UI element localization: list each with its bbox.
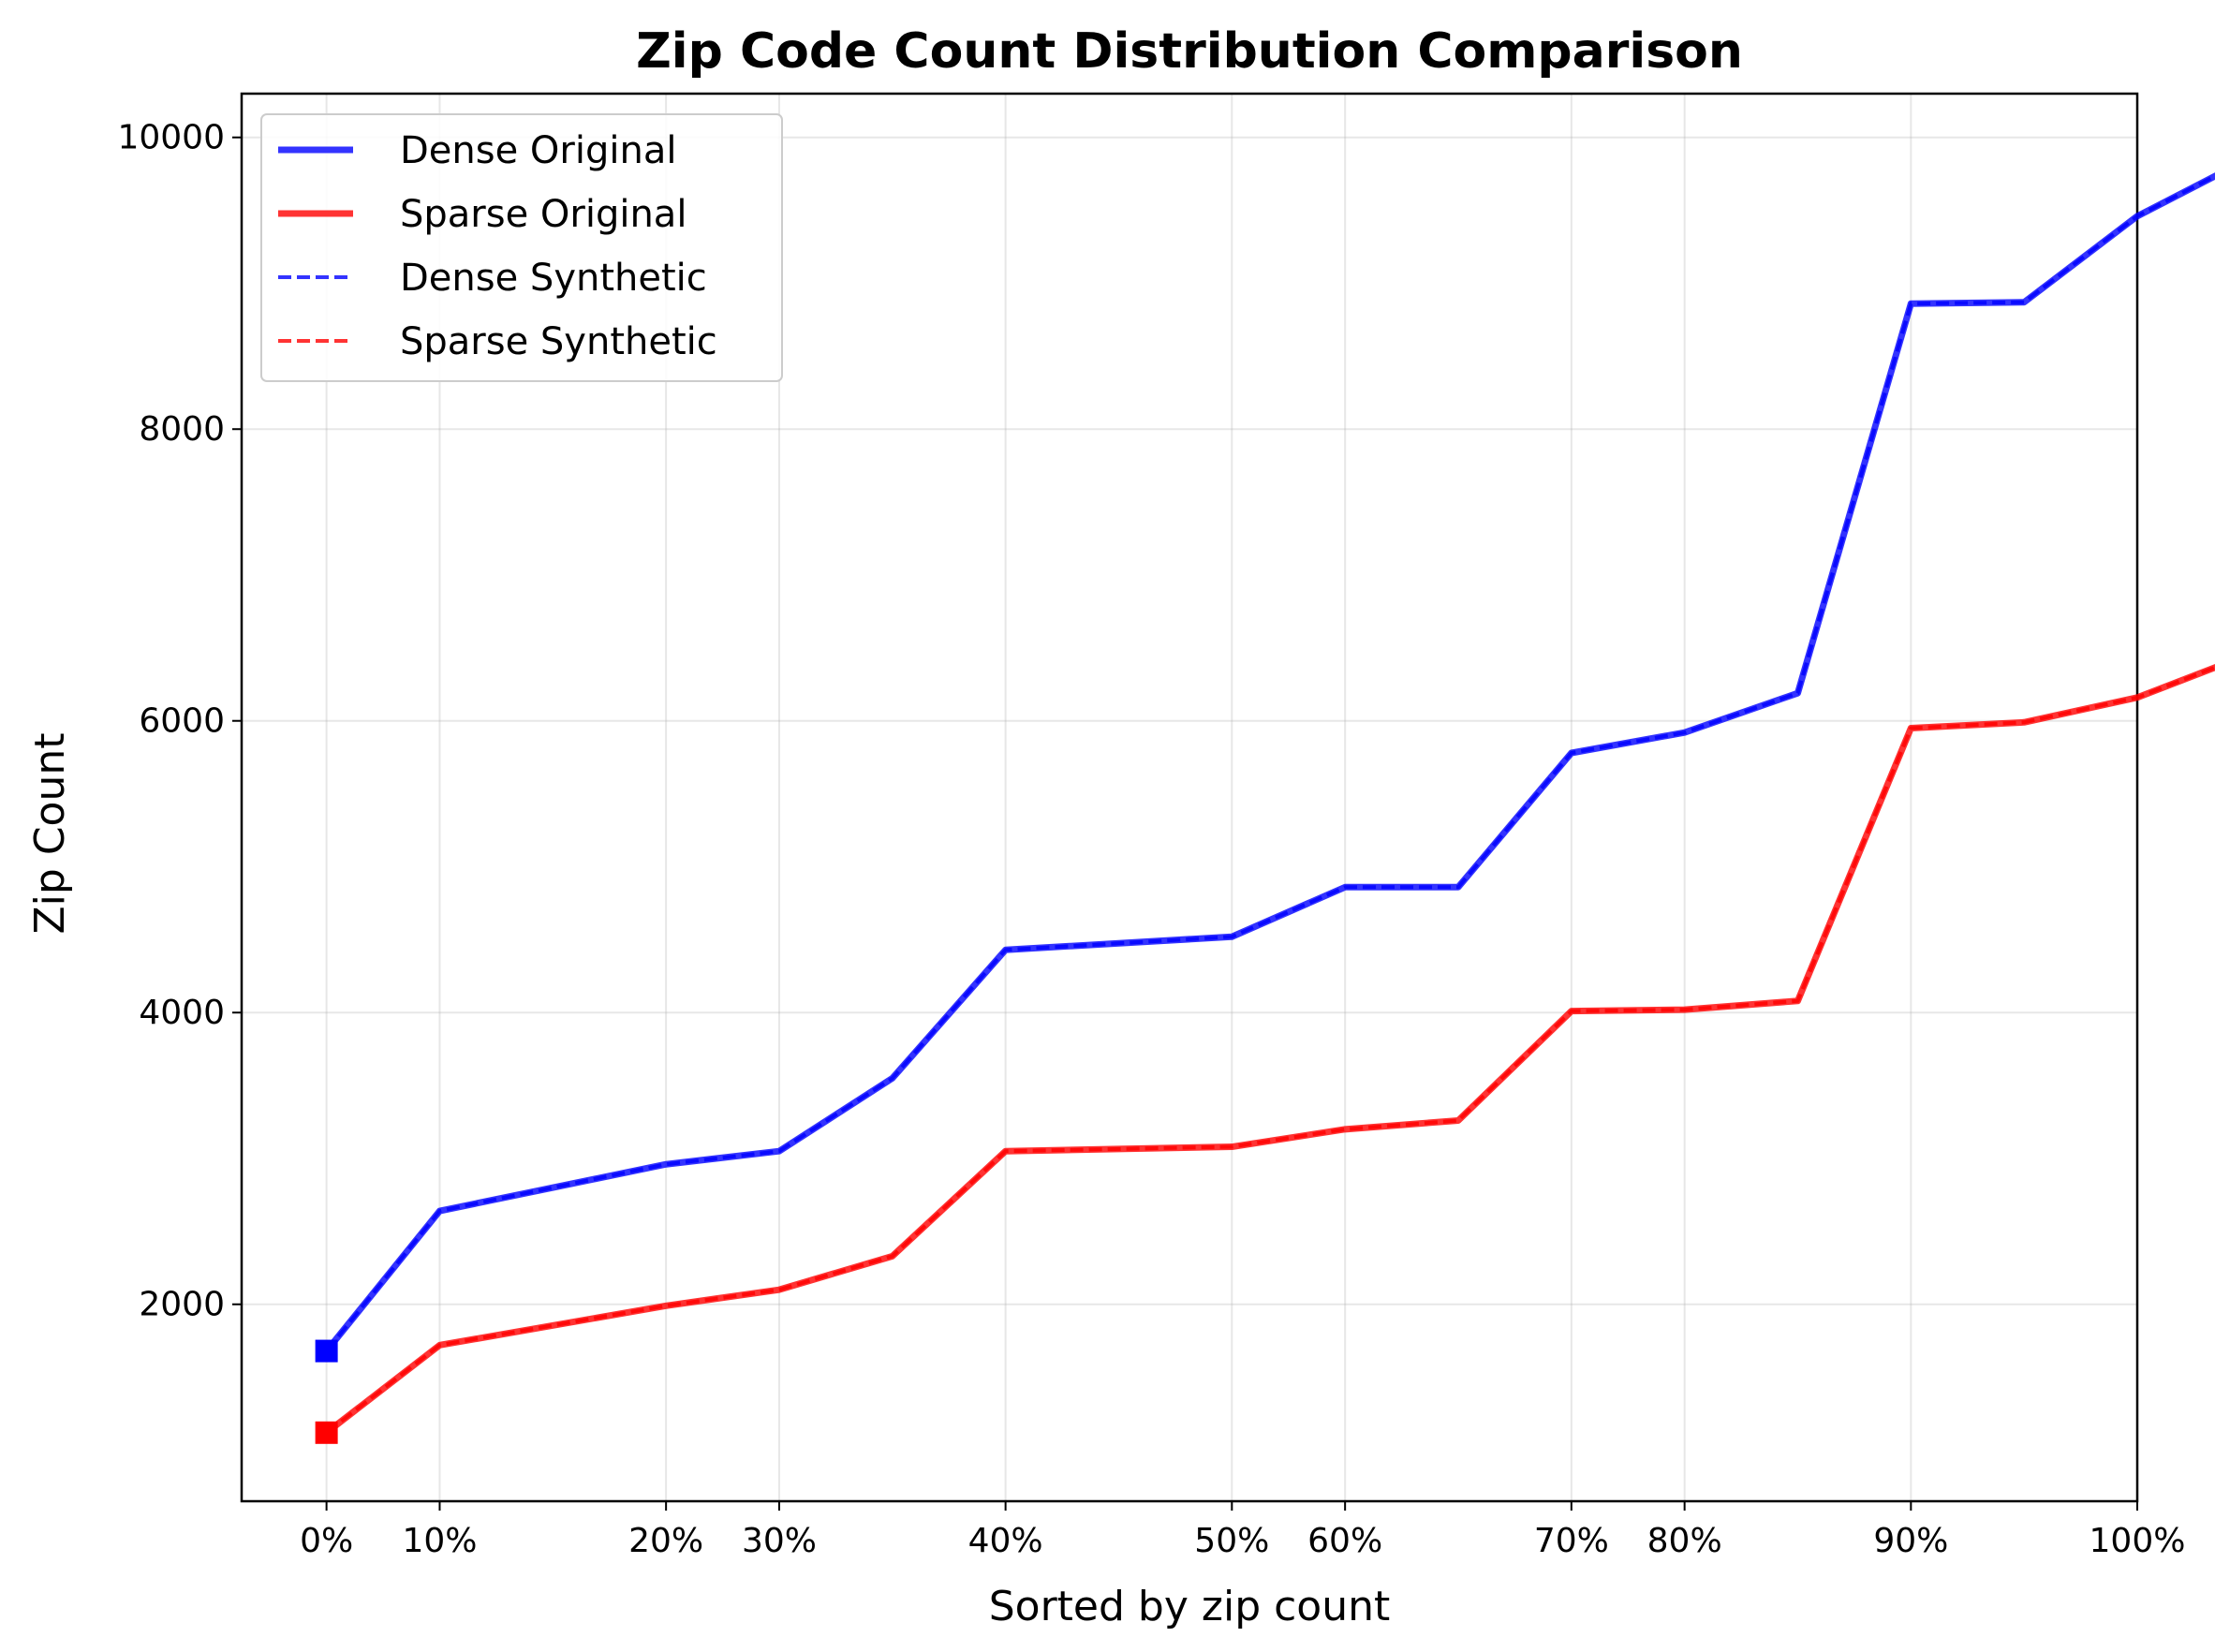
- x-tick-label: 100%: [2089, 1522, 2186, 1560]
- x-tick-label: 30%: [742, 1522, 817, 1560]
- y-axis-label: Zip Count: [26, 733, 74, 935]
- x-tick-label: 10%: [402, 1522, 477, 1560]
- legend-label: Sparse Synthetic: [400, 320, 717, 363]
- legend-box: [260, 113, 783, 382]
- legend: Dense Original Sparse Original Dense Synth…: [260, 113, 783, 382]
- chart-title: Zip Code Count Distribution Comparison: [636, 23, 1743, 80]
- legend-label: Dense Synthetic: [400, 257, 707, 300]
- x-tick-label: 40%: [968, 1522, 1043, 1560]
- series-end-markers: [315, 1339, 338, 1444]
- x-tick-label: 70%: [1534, 1522, 1609, 1560]
- plot-frame: [240, 92, 2139, 1503]
- series-line-sparse-synthetic: [325, 665, 2215, 1435]
- legend-label: Dense Original: [400, 129, 676, 172]
- series-line-sparse-original: [324, 663, 2215, 1436]
- x-tick-label: 90%: [1873, 1522, 1948, 1560]
- x-axis: 0% 10% 20% 30% 40% 50% 60% 70% 80% 90% 100%: [300, 1501, 2185, 1560]
- x-tick-label: 0%: [300, 1522, 353, 1560]
- series-line-dense-synthetic: [325, 173, 2215, 1352]
- x-tick-label: 60%: [1307, 1522, 1382, 1560]
- y-tick-label: 2000: [139, 1286, 225, 1324]
- y-tick-label: 4000: [139, 994, 225, 1032]
- x-axis-label: Sorted by zip count: [989, 1583, 1391, 1630]
- x-tick-label: 20%: [628, 1522, 703, 1560]
- y-tick-label: 8000: [139, 410, 225, 449]
- end-marker: [315, 1421, 338, 1444]
- y-tick-label: 10000: [117, 119, 225, 157]
- series-lines: [323, 172, 2215, 1436]
- end-marker: [315, 1339, 338, 1363]
- y-axis: 2000 4000 6000 8000 10000: [117, 119, 242, 1324]
- y-tick-label: 6000: [139, 702, 225, 741]
- x-tick-label: 50%: [1194, 1522, 1269, 1560]
- legend-label: Sparse Original: [400, 193, 687, 236]
- x-tick-label: 80%: [1647, 1522, 1722, 1560]
